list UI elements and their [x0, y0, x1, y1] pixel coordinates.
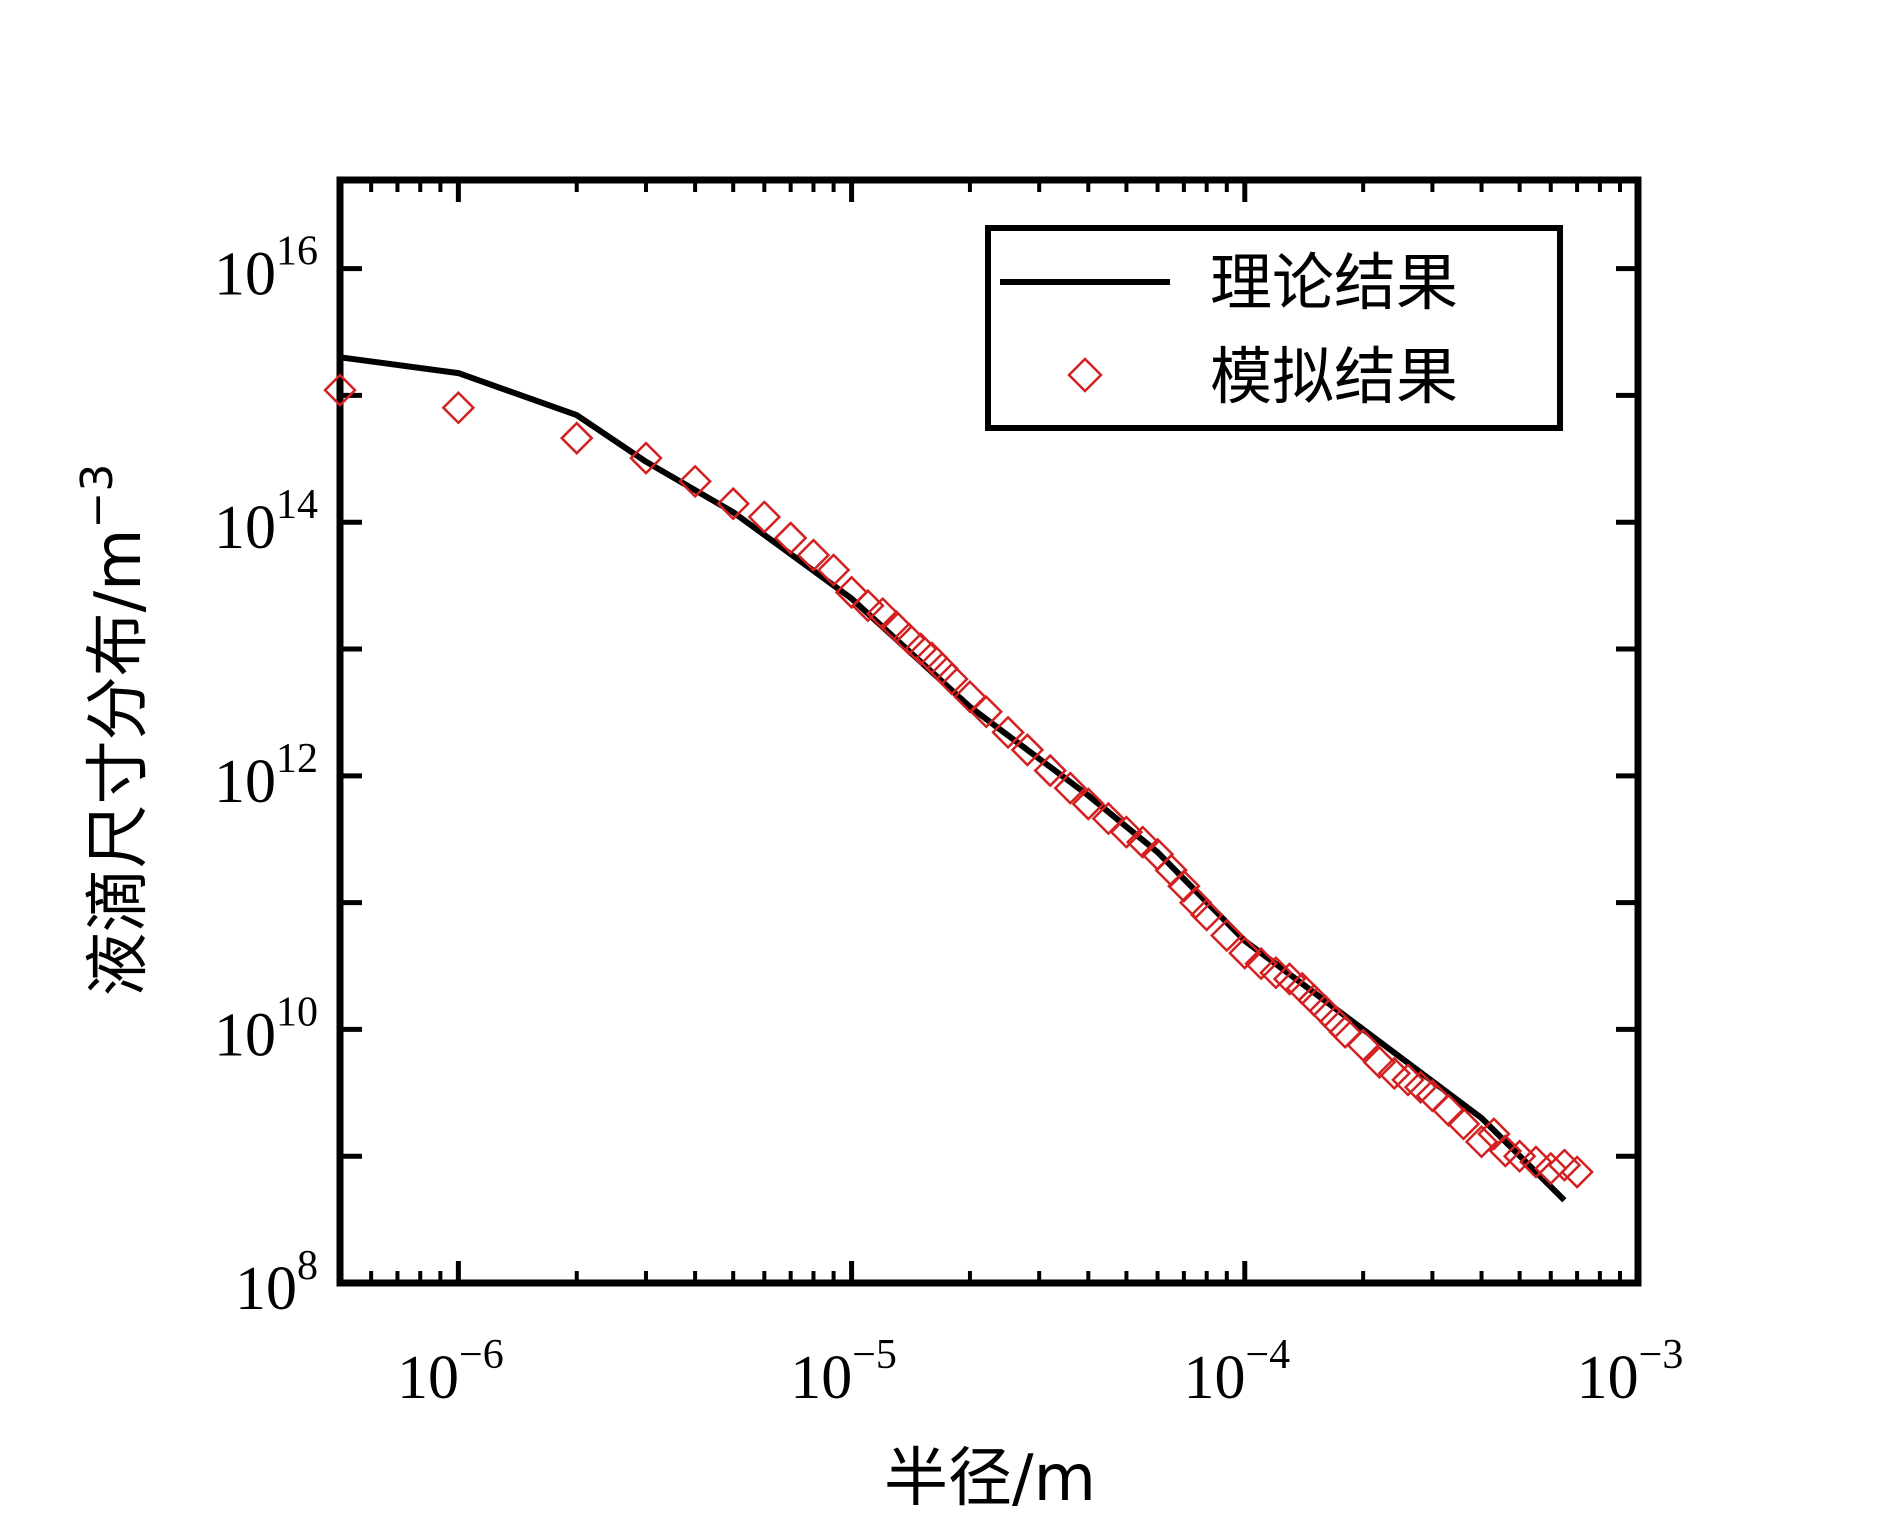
y-tick-label-exp: 10 — [276, 989, 318, 1035]
data-point-simulation — [1534, 1151, 1568, 1186]
legend: 理论结果 模拟结果 — [985, 225, 1563, 431]
data-point-simulation — [1464, 1124, 1499, 1159]
y-tick-label-exp: 12 — [276, 736, 318, 782]
x-tick-labels: 10−6 10−5 10−4 10−3 — [397, 1332, 1683, 1412]
y-tick-label-base: 10 — [214, 748, 276, 816]
data-point-simulation — [1010, 733, 1045, 767]
data-point-simulation — [1109, 815, 1144, 849]
data-point-simulation — [1244, 946, 1278, 981]
data-point-simulation — [1446, 1107, 1481, 1141]
x-tick-label-base: 10 — [1183, 1344, 1245, 1412]
data-point-simulation — [1125, 825, 1160, 859]
y-tick-label-base: 10 — [214, 1001, 276, 1069]
data-point-simulation — [1502, 1139, 1537, 1173]
y-axis-label-main: 液滴尺寸分布/m — [82, 528, 156, 996]
y-tick-label: 1010 — [214, 989, 318, 1069]
plot-area — [336, 176, 1642, 1287]
x-tick-label: 10−4 — [1183, 1332, 1290, 1412]
data-point-simulation — [816, 553, 851, 587]
data-point-simulation — [773, 521, 808, 555]
x-tick-label-exp: −5 — [852, 1332, 897, 1378]
y-tick-label-base: 10 — [214, 241, 276, 309]
y-tick-label-exp: 14 — [276, 482, 318, 528]
data-point-simulation — [716, 486, 750, 521]
data-point-simulation — [796, 538, 831, 572]
data-point-simulation — [629, 441, 663, 475]
data-point-simulation — [1071, 787, 1106, 821]
x-tick-label-exp: −6 — [459, 1332, 504, 1378]
y-tick-label-exp: 8 — [297, 1243, 318, 1289]
data-point-simulation — [1560, 1155, 1594, 1189]
x-axis-label: 半径/m — [884, 1442, 1096, 1516]
data-point-simulation — [1346, 1028, 1380, 1063]
data-point-simulation — [834, 575, 869, 610]
x-tick-label-base: 10 — [397, 1344, 459, 1412]
data-point-simulation — [1228, 936, 1262, 970]
data-point-simulation — [678, 464, 712, 499]
data-point-simulation — [441, 390, 476, 425]
data-point-simulation — [1328, 1015, 1362, 1049]
y-tick-label: 1014 — [214, 482, 318, 562]
series-markers-simulation — [323, 373, 1594, 1189]
data-point-simulation — [1091, 801, 1126, 836]
y-axis-label-exp: −3 — [72, 464, 123, 529]
y-tick-label: 1012 — [214, 736, 318, 816]
data-point-simulation — [323, 373, 357, 407]
data-point-simulation — [1362, 1045, 1397, 1080]
data-point-simulation — [851, 588, 885, 623]
data-point-simulation — [991, 715, 1025, 750]
data-point-simulation — [747, 500, 782, 534]
x-tick-label-base: 10 — [1577, 1344, 1639, 1412]
data-point-simulation — [1033, 753, 1067, 788]
x-tick-label: 10−6 — [397, 1332, 504, 1412]
legend-label-simulation: 模拟结果 — [1210, 340, 1458, 413]
data-point-simulation — [1210, 918, 1244, 953]
data-point-simulation — [559, 421, 594, 455]
minor-ticks — [369, 180, 1623, 1283]
y-tick-label: 108 — [235, 1243, 318, 1323]
legend-label-theory: 理论结果 — [1210, 246, 1458, 319]
data-point-simulation — [1189, 898, 1224, 932]
x-tick-label: 10−5 — [790, 1332, 897, 1412]
data-point-simulation — [935, 662, 969, 696]
data-point-simulation — [1053, 771, 1088, 805]
y-tick-label-base: 10 — [235, 1255, 297, 1323]
y-tick-label: 1016 — [214, 229, 318, 309]
x-tick-label: 10−3 — [1577, 1332, 1684, 1412]
x-tick-label-exp: −4 — [1245, 1332, 1290, 1378]
x-tick-label-exp: −3 — [1639, 1332, 1684, 1378]
data-point-simulation — [969, 694, 1003, 729]
legend-diamond-swatch — [1067, 357, 1103, 393]
major-ticks — [340, 180, 1641, 1286]
y-tick-label-base: 10 — [214, 494, 276, 562]
x-tick-label-base: 10 — [790, 1344, 852, 1412]
y-axis-label: 液滴尺寸分布/m−3 — [72, 464, 156, 997]
data-point-simulation — [1272, 962, 1307, 996]
y-tick-label-exp: 16 — [276, 229, 318, 275]
series-group — [323, 354, 1594, 1203]
legend-box — [985, 225, 1563, 431]
